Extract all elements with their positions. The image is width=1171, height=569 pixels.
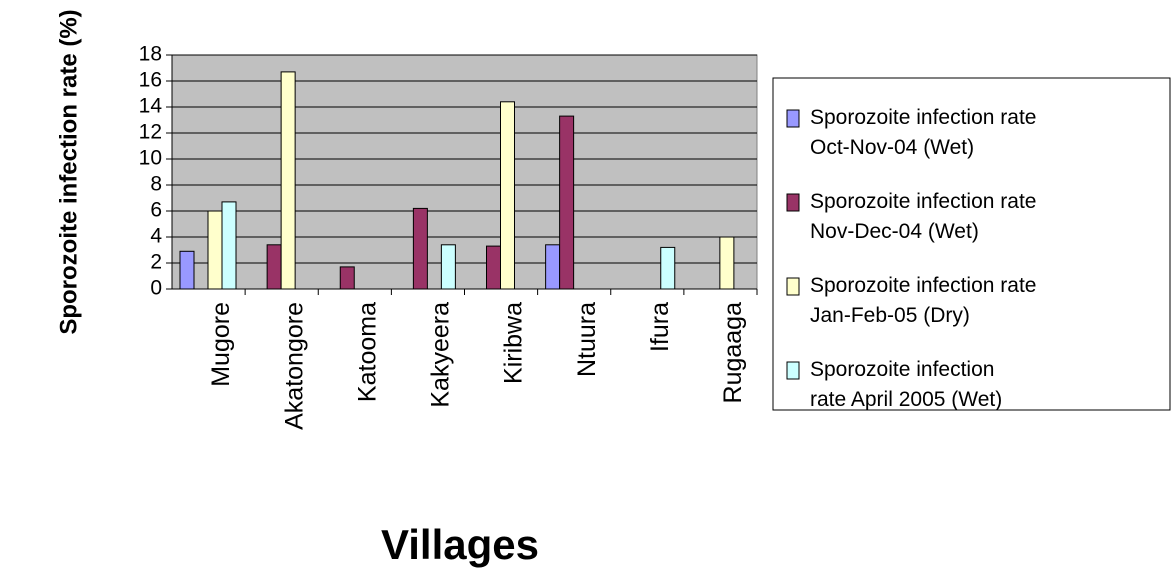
y-tick-label: 14 — [139, 95, 163, 118]
y-tick-label: 10 — [139, 147, 162, 170]
bar — [486, 245, 501, 290]
x-tick-label: Rugaaga — [719, 302, 747, 404]
y-tick-label: 0 — [150, 277, 162, 300]
y-tick-label: 18 — [139, 43, 162, 66]
legend-swatch — [786, 193, 800, 212]
bar — [221, 201, 237, 290]
bar — [660, 246, 676, 290]
x-tick-label: Ifura — [646, 302, 674, 352]
x-tick-label: Kakyeera — [427, 302, 455, 408]
y-axis-title: Sporozoite infection rate (%) — [55, 9, 82, 334]
y-tick-label: 12 — [139, 121, 162, 144]
legend-swatch — [786, 277, 800, 296]
legend-label: Sporozoite infection rate April 2005 (Wet… — [810, 358, 1002, 411]
legend-box — [772, 77, 1171, 411]
x-tick-label: Ntuura — [573, 302, 601, 377]
legend-label: Sporozoite infection rate Jan-Feb-05 (Dry… — [810, 274, 1036, 327]
bar — [440, 244, 456, 290]
x-tick-label: Katooma — [353, 302, 381, 402]
bar — [280, 71, 296, 290]
bar — [179, 250, 195, 290]
x-tick-label: Kiribwa — [500, 302, 528, 384]
bar — [559, 115, 575, 290]
bar — [719, 236, 735, 290]
x-tick-label: Akatongore — [280, 302, 308, 430]
x-tick-label: Mugore — [207, 302, 235, 387]
bar — [339, 266, 355, 290]
bar — [266, 244, 282, 290]
y-tick-label: 6 — [150, 199, 162, 222]
bar — [412, 207, 428, 290]
y-tick-label: 4 — [150, 225, 162, 248]
y-tick-label: 16 — [139, 69, 162, 92]
legend-label: Sporozoite infection rate Nov-Dec-04 (Wet… — [810, 190, 1036, 243]
y-tick-label: 2 — [150, 251, 162, 274]
legend-swatch — [786, 361, 800, 380]
x-axis-title: Villages — [381, 521, 539, 568]
bar — [545, 244, 561, 290]
legend-label: Sporozoite infection rate Oct-Nov-04 (Wet… — [810, 106, 1036, 159]
bar — [207, 210, 223, 290]
bar — [500, 101, 515, 290]
y-tick-label: 8 — [150, 173, 162, 196]
legend-swatch — [786, 109, 800, 128]
